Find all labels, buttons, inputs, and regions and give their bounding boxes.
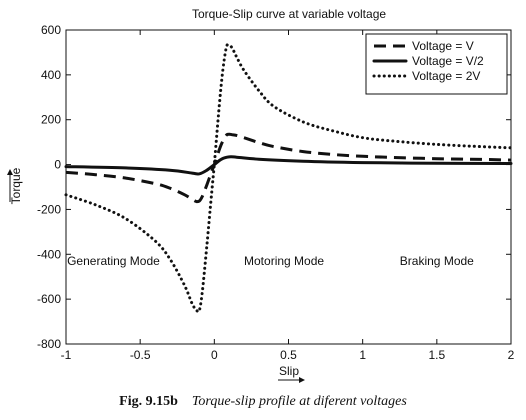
y-tick-label: -600 [37, 292, 61, 306]
y-tick-label: 0 [54, 158, 61, 172]
x-axis-label: Slip [279, 364, 299, 378]
y-tick-label: 600 [41, 23, 61, 37]
torque-slip-chart: Torque-Slip curve at variable voltage -1… [7, 7, 515, 383]
annotation-2: Motoring Mode [244, 254, 324, 268]
y-tick-label: 400 [41, 68, 61, 82]
annotation-layer: Generating Mode Motoring Mode Braking Mode [67, 254, 474, 268]
chart-title: Torque-Slip curve at variable voltage [192, 7, 386, 21]
y-tick-label: -800 [37, 337, 61, 351]
y-tick-label: -400 [37, 247, 61, 261]
x-tick-label: 0 [211, 348, 218, 362]
x-tick-label: 2 [508, 348, 515, 362]
x-tick-label: 1 [359, 348, 366, 362]
axis-ticks: -1 -0.5 0 0.5 1 1.5 2 -800 -600 -400 -200 0 200 400 60… [37, 23, 515, 362]
figure-number: Fig. 9.15b [119, 394, 178, 409]
y-tick-label: 200 [41, 113, 61, 127]
legend-entry-3: Voltage = 2V [412, 69, 480, 83]
x-tick-label: -0.5 [130, 348, 151, 362]
legend-box [365, 33, 508, 95]
x-tick-label: -1 [61, 348, 72, 362]
legend-entry-1: Voltage = V [412, 39, 474, 53]
series-line-2 [64, 155, 513, 176]
x-tick-label: 1.5 [428, 348, 445, 362]
x-tick-label: 0.5 [280, 348, 297, 362]
series-line-1 [65, 132, 512, 204]
y-tick-label: -200 [37, 202, 61, 216]
series-layer [64, 43, 513, 314]
series-line-3 [64, 43, 513, 314]
figure-caption: Fig. 9.15b Torque-slip profile at diferen… [0, 392, 526, 410]
annotation-3: Braking Mode [400, 254, 474, 268]
y-axis-label: Torque [9, 167, 23, 204]
annotation-1: Generating Mode [67, 254, 160, 268]
legend-entry-2: Voltage = V/2 [412, 54, 484, 68]
figure-caption-text: Torque-slip profile at diferent voltages [191, 394, 407, 409]
